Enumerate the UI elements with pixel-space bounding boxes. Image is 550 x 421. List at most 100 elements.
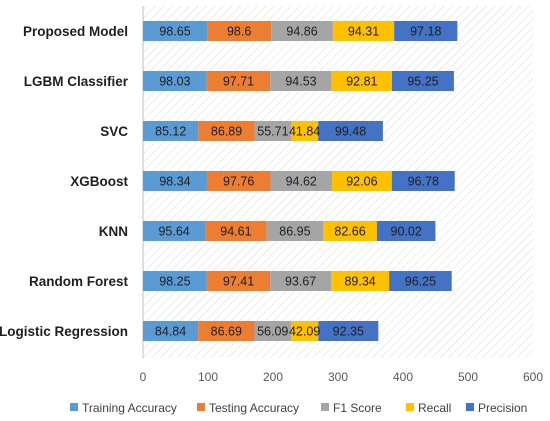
bar-segment <box>270 171 332 191</box>
data-label: 41.84 <box>289 125 320 139</box>
legend-swatch <box>197 403 205 411</box>
data-label: 98.34 <box>159 175 190 189</box>
bar-segment <box>198 321 255 341</box>
bar-segment <box>254 121 292 141</box>
data-label: 93.67 <box>285 275 316 289</box>
bar-segment <box>206 171 271 191</box>
bar-segment <box>318 321 379 341</box>
legend-label: Testing Accuracy <box>209 401 299 415</box>
data-label: 97.18 <box>410 25 441 39</box>
data-label: 94.53 <box>285 75 316 89</box>
data-label: 94.31 <box>348 25 379 39</box>
bar-segment <box>143 21 208 41</box>
bar-segment <box>205 221 267 241</box>
category-label: Logistic Regression <box>0 324 128 339</box>
legend-swatch <box>70 403 78 411</box>
bar-segment <box>254 321 291 341</box>
bars <box>143 21 458 341</box>
legend: Training Accuracy Testing Accuracy F1 Scor… <box>70 401 527 415</box>
data-label: 85.12 <box>155 125 186 139</box>
bar-segment <box>391 171 455 191</box>
segment-labels: 98.65 98.6 94.86 94.31 97.18 98.03 97.71 94.53 9… <box>155 25 442 339</box>
data-label: 86.95 <box>279 225 310 239</box>
category-label: Random Forest <box>29 274 129 289</box>
bar-segment <box>198 121 255 141</box>
bar-segment <box>331 171 392 191</box>
data-label: 98.65 <box>159 25 190 39</box>
bar-segment <box>143 71 207 91</box>
bar-segment <box>270 271 332 291</box>
bar-segment <box>271 21 333 41</box>
bar-segment <box>318 121 383 141</box>
legend-swatch <box>406 403 414 411</box>
category-labels: Proposed Model LGBM Classifier SVC XGBoost K… <box>0 24 129 339</box>
category-label: LGBM Classifier <box>24 74 129 89</box>
data-label: 97.76 <box>223 175 254 189</box>
data-label: 94.61 <box>220 225 251 239</box>
category-label: SVC <box>100 124 128 139</box>
data-label: 92.06 <box>346 175 377 189</box>
data-label: 92.81 <box>346 75 377 89</box>
data-label: 94.62 <box>286 175 317 189</box>
x-tick-label: 200 <box>263 370 283 384</box>
bar-segment <box>291 121 319 141</box>
data-label: 95.25 <box>407 75 438 89</box>
category-label: XGBoost <box>70 174 128 189</box>
bar-segment <box>206 271 271 291</box>
data-label: 55.71 <box>257 125 288 139</box>
data-label: 98.6 <box>227 25 251 39</box>
legend-swatch <box>321 403 329 411</box>
data-label: 98.03 <box>159 75 190 89</box>
data-label: 90.02 <box>391 225 422 239</box>
data-label: 99.48 <box>335 125 366 139</box>
bar-segment <box>376 221 436 241</box>
x-tick-label: 500 <box>458 370 478 384</box>
category-label: Proposed Model <box>23 24 128 39</box>
bar-segment <box>332 21 395 41</box>
data-label: 96.25 <box>405 275 436 289</box>
data-label: 97.71 <box>223 75 254 89</box>
bar-segment <box>290 321 319 341</box>
data-label: 89.34 <box>344 275 375 289</box>
bar-segment <box>143 171 207 191</box>
data-label: 42.09 <box>289 325 320 339</box>
legend-swatch <box>466 403 474 411</box>
bar-segment <box>394 21 458 41</box>
data-label: 86.69 <box>211 325 242 339</box>
data-label: 97.41 <box>223 275 254 289</box>
data-label: 82.66 <box>334 225 365 239</box>
x-tick-label: 300 <box>328 370 348 384</box>
legend-label: Recall <box>418 401 451 415</box>
bar-segment <box>207 21 272 41</box>
legend-label: Precision <box>478 401 527 415</box>
bar-segment <box>331 71 393 91</box>
bar-segment <box>323 221 377 241</box>
bar-segment <box>331 271 390 291</box>
bar-segment <box>143 271 207 291</box>
bar-segment <box>206 71 271 91</box>
data-label: 96.78 <box>408 175 439 189</box>
bar-segment <box>143 121 199 141</box>
legend-label: F1 Score <box>333 401 382 415</box>
data-label: 92.35 <box>333 325 364 339</box>
bar-segment <box>266 221 324 241</box>
x-axis-ticks: 0 100 200 300 400 500 600 <box>140 370 544 384</box>
x-tick-label: 600 <box>523 370 543 384</box>
data-label: 86.89 <box>211 125 242 139</box>
x-tick-label: 400 <box>393 370 413 384</box>
data-label: 84.84 <box>155 325 186 339</box>
category-label: KNN <box>99 224 128 239</box>
legend-label: Training Accuracy <box>82 401 177 415</box>
x-tick-label: 100 <box>198 370 218 384</box>
bar-segment <box>270 71 332 91</box>
bar-segment <box>143 221 206 241</box>
bar-segment <box>392 71 454 91</box>
data-label: 56.09 <box>257 325 288 339</box>
data-label: 94.86 <box>286 25 317 39</box>
data-label: 95.64 <box>158 225 189 239</box>
bar-segment <box>389 271 452 291</box>
data-label: 98.25 <box>159 275 190 289</box>
bar-segment <box>143 321 199 341</box>
x-tick-label: 0 <box>140 370 147 384</box>
